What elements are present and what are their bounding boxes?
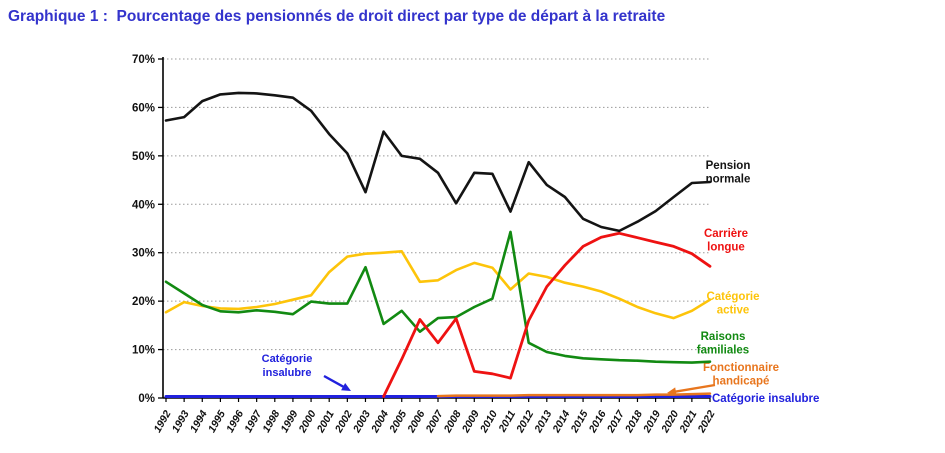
x-tick-label-2010: 2010 [477, 408, 500, 435]
x-tick-label-1997: 1997 [242, 407, 265, 434]
series-label-pension-normale: Pension normale [706, 160, 751, 186]
annotation-categorie-insalubre-callout: Catégorie insalubre [262, 353, 313, 379]
x-tick-label-2015: 2015 [568, 408, 591, 435]
y-tick-label-40: 40% [132, 199, 155, 211]
x-tick-label-2017: 2017 [604, 407, 627, 435]
x-tick-label-2001: 2001 [314, 408, 337, 435]
series-line-raisons-familiales [164, 230, 712, 364]
x-tick-label-2020: 2020 [659, 408, 682, 435]
arrow-line-categorie-insalubre-callout [323, 374, 347, 390]
x-tick-label-1994: 1994 [188, 408, 210, 434]
x-tick-label-2012: 2012 [514, 408, 537, 435]
x-tick-label-2014: 2014 [550, 408, 573, 435]
x-tick-label-2019: 2019 [641, 408, 664, 435]
x-tick-label-2003: 2003 [350, 408, 373, 435]
x-tick-label-1998: 1998 [260, 408, 282, 434]
y-tick-label-10: 10% [132, 345, 155, 357]
series-label-categorie-active: Catégorie active [706, 291, 759, 317]
x-tick-label-2013: 2013 [532, 408, 555, 435]
series-line-carriere-longue [382, 231, 712, 398]
x-tick-label-2016: 2016 [586, 408, 609, 435]
x-tick-label-2021: 2021 [677, 408, 700, 435]
y-tick-label-70: 70% [132, 54, 155, 66]
x-tick-label-2009: 2009 [459, 408, 482, 435]
y-tick-label-0: 0% [138, 393, 155, 405]
arrow-icon [667, 387, 677, 396]
x-tick-label-2004: 2004 [369, 408, 392, 435]
y-tick-label-50: 50% [132, 151, 155, 163]
y-tick-label-30: 30% [132, 248, 155, 260]
series-label-carriere-longue: Carrière longue [704, 228, 748, 254]
series-line-categorie-active [164, 250, 712, 320]
series-label-fonctionnaire-handicape: Fonctionnaire handicapé [703, 362, 779, 388]
x-tick-label-2022: 2022 [695, 408, 718, 435]
series-label-raisons-familiales: Raisons familiales [697, 331, 749, 357]
chart-title: Graphique 1 : Pourcentage des pensionnés… [8, 8, 666, 25]
arrow-icon [341, 382, 351, 391]
x-tick-label-1993: 1993 [170, 408, 192, 434]
y-tick-label-60: 60% [132, 102, 155, 114]
x-tick-label-2002: 2002 [332, 408, 355, 435]
x-tick-label-1999: 1999 [278, 408, 300, 434]
x-tick-label-2008: 2008 [441, 408, 464, 435]
x-tick-label-2000: 2000 [296, 408, 319, 435]
x-tick-label-2011: 2011 [496, 408, 518, 435]
series-label-categorie-insalubre: Catégorie insalubre [712, 393, 819, 405]
x-tick-label-2018: 2018 [622, 408, 645, 435]
x-tick-label-2006: 2006 [405, 408, 428, 435]
x-tick-label-1995: 1995 [206, 408, 228, 434]
x-tick-label-1992: 1992 [152, 408, 174, 434]
x-tick-label-2005: 2005 [387, 408, 410, 435]
x-tick-label-2007: 2007 [423, 407, 446, 435]
y-tick-label-20: 20% [132, 296, 155, 308]
x-tick-label-1996: 1996 [224, 408, 246, 434]
series-line-fonctionnaire-handicape [436, 392, 712, 398]
series-line-pension-normale [164, 91, 712, 233]
arrow-line-fonctionnaire-handicape-arrow [672, 383, 716, 394]
